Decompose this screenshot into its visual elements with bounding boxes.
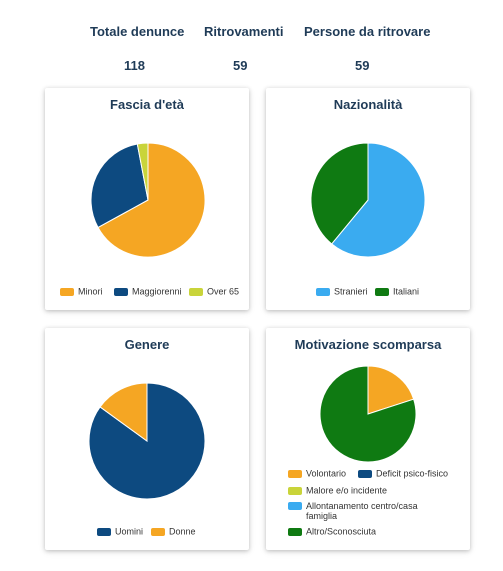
legend-item-allontanamento[interactable]: Allontanamento centro/casa famiglia [288, 501, 418, 521]
legend-item-volontario[interactable]: Volontario [288, 468, 346, 479]
stat-label-totale-denunce: Totale denunce [90, 24, 185, 39]
pie-slice-donne[interactable] [99, 382, 148, 442]
pie-slice-stranieri[interactable] [330, 142, 426, 258]
pie-slice-minori[interactable] [97, 142, 206, 258]
pie-chart-nazionalita [310, 142, 426, 258]
pie-slice-maggiorenni[interactable] [90, 143, 149, 229]
legend-item-over-65[interactable]: Over 65 [189, 286, 239, 297]
legend-label: Maggiorenni [132, 286, 182, 297]
stat-label-persone-da-ritrovare: Persone da ritrovare [304, 24, 431, 39]
pie-chart-motivazione-scomparsa [319, 365, 417, 463]
pie-slice-altro-sconosciuta[interactable] [319, 365, 417, 463]
legend-item-stranieri[interactable]: Stranieri [316, 286, 368, 297]
legend-item-italiani[interactable]: Italiani [375, 286, 419, 297]
legend-swatch [288, 502, 302, 510]
chart-title: Fascia d'età [110, 97, 184, 112]
pie-chart-fascia-eta [90, 142, 206, 258]
stat-value-totale-denunce: 118 [124, 58, 145, 73]
pie-slice-volontario[interactable] [367, 365, 415, 415]
legend-swatch [316, 287, 330, 296]
legend-swatch [288, 469, 302, 478]
legend-item-minori[interactable]: Minori [60, 286, 103, 297]
chart-card-fascia-eta: Fascia d'età Minori Maggiorenni Over 65 [45, 88, 249, 310]
legend-item-deficit-psico-fisico[interactable]: Deficit psico-fisico [358, 468, 448, 479]
legend-label: Uomini [115, 526, 144, 537]
legend-label: Italiani [393, 286, 420, 297]
chart-card-nazionalita: Nazionalità Stranieri Italiani [266, 88, 470, 310]
legend-label: Altro/Sconosciuta [306, 526, 377, 537]
legend-item-altro-sconosciuta[interactable]: Altro/Sconosciuta [288, 526, 376, 537]
pie-chart-genere [88, 382, 206, 500]
legend-item-donne[interactable]: Donne [151, 526, 196, 537]
legend-swatch [375, 287, 389, 296]
chart-title: Nazionalità [333, 97, 403, 112]
legend-swatch [288, 486, 302, 495]
legend-swatch [358, 469, 372, 478]
legend-item-malore-incidente[interactable]: Malore e/o incidente [288, 485, 387, 496]
legend-swatch [288, 527, 302, 536]
legend-label: Deficit psico-fisico [376, 468, 449, 479]
legend-label: Volontario [306, 468, 347, 479]
legend-label: Stranieri [334, 286, 368, 297]
legend-swatch [114, 287, 128, 296]
pie-slice-over-65[interactable] [136, 142, 149, 201]
legend-label: Over 65 [207, 286, 240, 297]
legend-label: Allontanamento centro/casa famiglia [306, 501, 418, 521]
chart-card-genere: Genere Uomini Donne [45, 328, 249, 550]
chart-title: Genere [124, 337, 170, 352]
stat-label-ritrovamenti: Ritrovamenti [204, 24, 284, 39]
legend-swatch [60, 287, 74, 296]
legend-label: Donne [169, 526, 196, 537]
legend-label: Minori [78, 286, 103, 297]
legend-swatch [151, 527, 165, 536]
legend-item-uomini[interactable]: Uomini [97, 526, 143, 537]
pie-slice-italiani[interactable] [310, 142, 369, 245]
stat-value-ritrovamenti: 59 [233, 58, 248, 73]
legend-swatch [189, 287, 203, 296]
chart-card-motivazione-scomparsa: Motivazione scomparsa Volontario Deficit… [266, 328, 470, 550]
chart-title: Motivazione scomparsa [294, 337, 442, 352]
legend-label: Malore e/o incidente [306, 485, 388, 496]
stat-value-persone-da-ritrovare: 59 [355, 58, 370, 73]
legend-swatch [97, 527, 111, 536]
legend-item-maggiorenni[interactable]: Maggiorenni [114, 286, 182, 297]
